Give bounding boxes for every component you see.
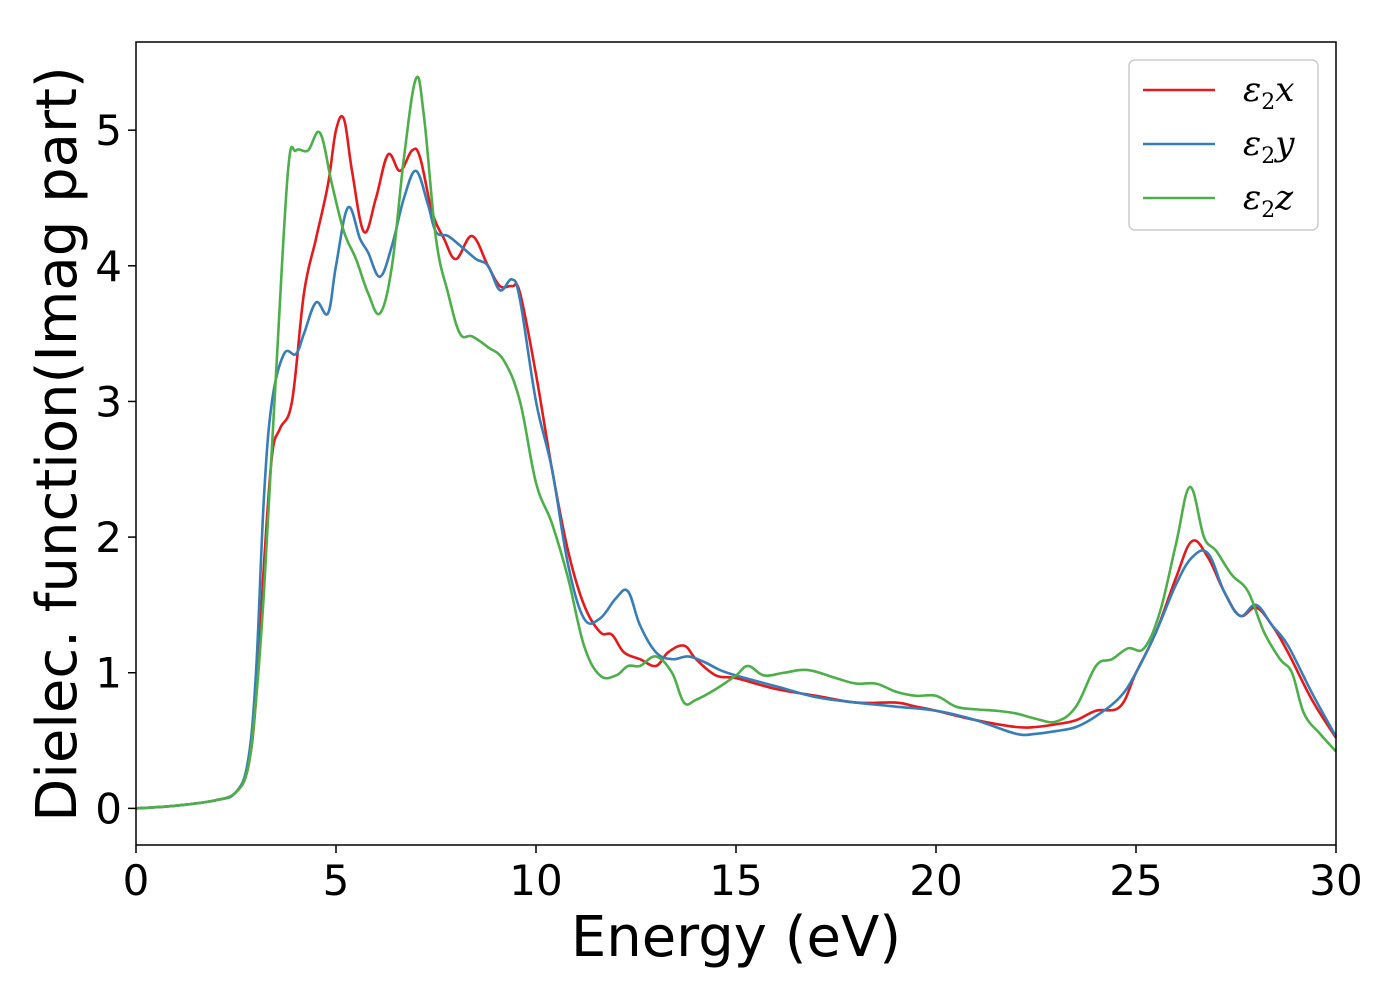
x-tick-label: 10 [509,856,562,905]
y-axis-ticks: 0 1 2 3 4 5 [95,106,136,833]
x-axis-ticks: 0 5 10 15 20 25 30 [123,845,1363,905]
legend-label-suffix: x [1275,70,1294,110]
legend-label-base: ε [1243,178,1261,218]
y-tick-label: 1 [95,649,122,698]
series-line-y [135,169,1338,810]
y-tick-label: 0 [95,784,122,833]
y-tick-label: 4 [95,242,122,291]
legend-label-subscript: 2 [1261,144,1275,169]
x-axis-label: Energy (eV) [571,905,901,970]
legend-label-suffix: y [1273,124,1295,164]
x-tick-label: 20 [909,856,962,905]
y-tick-label: 5 [95,106,122,155]
legend-label-y: ε2y [1243,124,1295,169]
y-tick-label: 2 [95,513,122,562]
legend-label-base: ε [1243,70,1261,110]
legend-box [1128,59,1319,231]
x-tick-label: 15 [709,856,762,905]
y-axis-label: Dielec. function(Imag part) [25,66,90,822]
legend-label-suffix: z [1274,178,1294,218]
x-tick-label: 30 [1309,856,1362,905]
x-tick-label: 25 [1109,856,1162,905]
legend-label-subscript: 2 [1261,198,1275,223]
y-tick-label: 3 [95,377,122,426]
legend-label-x: ε2x [1243,70,1294,115]
series-line-z [135,75,1337,810]
series-layer [135,75,1338,810]
legend-label-subscript: 2 [1261,90,1275,115]
legend-label-z: ε2z [1243,178,1294,223]
legend-label-base: ε [1243,124,1261,164]
series-line-x [135,114,1338,810]
x-tick-label: 0 [123,856,150,905]
x-tick-label: 5 [323,856,350,905]
